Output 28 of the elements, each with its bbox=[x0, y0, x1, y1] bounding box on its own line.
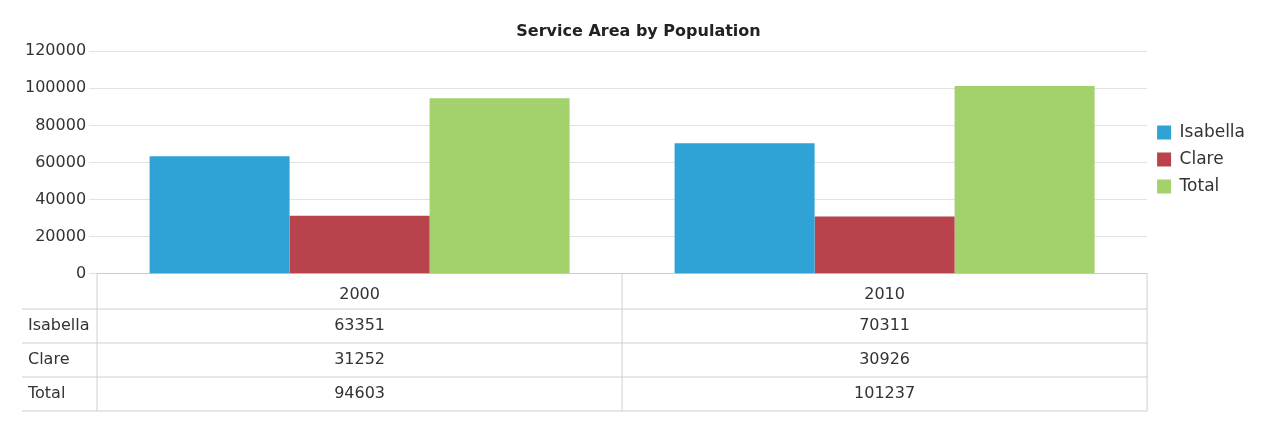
bar bbox=[149, 156, 290, 274]
chart-title: Service Area by Population bbox=[516, 20, 761, 40]
data-label: 70311 bbox=[859, 315, 911, 335]
bar bbox=[814, 216, 955, 274]
legend-label: Total bbox=[1178, 174, 1220, 195]
data-label: 30926 bbox=[859, 349, 911, 369]
bar bbox=[429, 98, 570, 274]
data-label: 101237 bbox=[854, 383, 916, 403]
legend-label: Isabella bbox=[1179, 120, 1245, 141]
bar bbox=[954, 86, 1095, 274]
y-tick-label: 60000 bbox=[35, 151, 87, 171]
data-label: 63351 bbox=[334, 315, 386, 335]
x-tick-label: 2010 bbox=[864, 283, 905, 303]
text: Isabella bbox=[28, 315, 90, 335]
y-tick-label: 80000 bbox=[35, 114, 87, 134]
data-label: 94603 bbox=[334, 383, 386, 403]
bar bbox=[289, 215, 430, 274]
text: Total bbox=[28, 383, 66, 403]
y-tick-label: 100000 bbox=[25, 77, 87, 97]
y-tick-label: 0 bbox=[75, 262, 87, 282]
y-tick-label: 120000 bbox=[25, 40, 87, 60]
text: Clare bbox=[28, 349, 70, 369]
y-tick-label: 40000 bbox=[35, 188, 87, 208]
x-tick-label: 2000 bbox=[339, 283, 380, 303]
legend-label: Clare bbox=[1179, 147, 1224, 168]
bar bbox=[674, 143, 815, 274]
y-tick-label: 20000 bbox=[35, 225, 87, 245]
data-label: 31252 bbox=[334, 349, 386, 369]
